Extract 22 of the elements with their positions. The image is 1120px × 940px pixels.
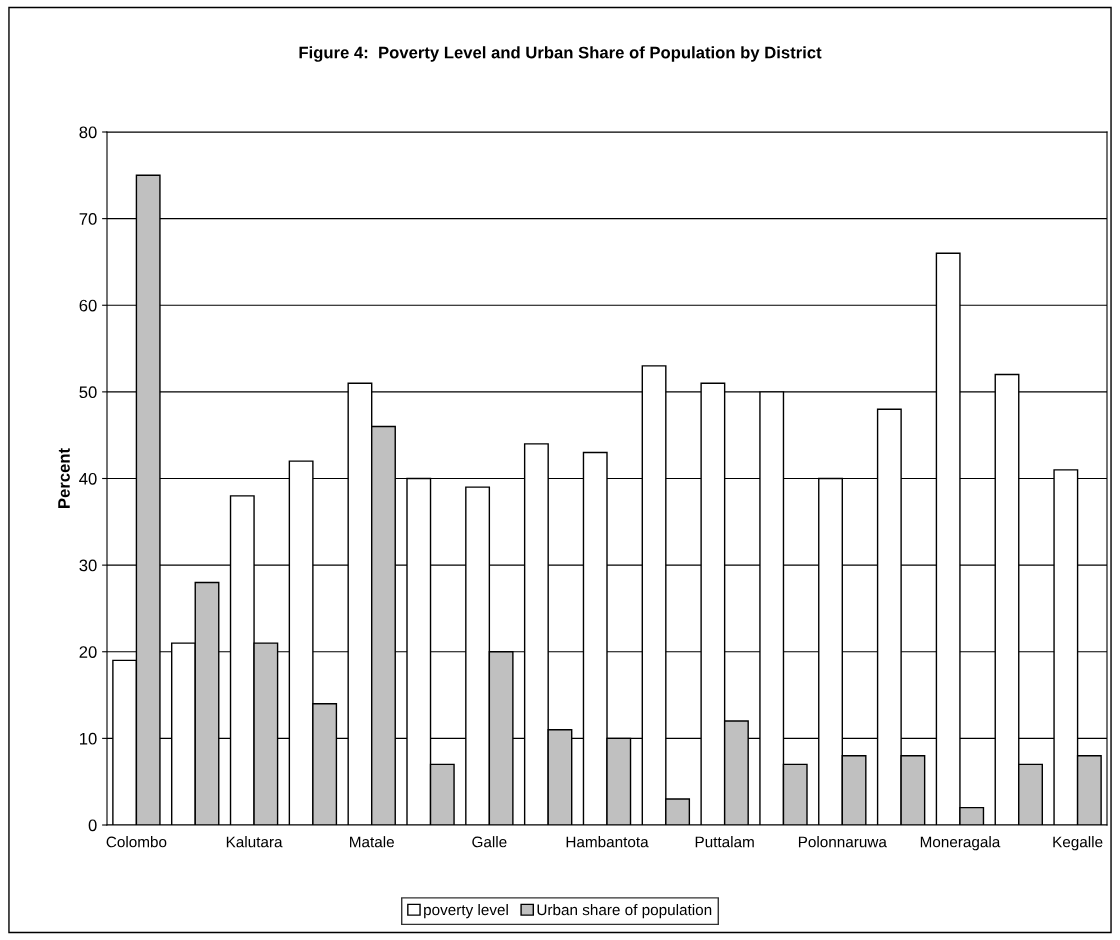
y-tick-label: 50 xyxy=(79,386,97,399)
y-tick-label: 20 xyxy=(79,646,97,658)
x-tick-label: Moneragala xyxy=(920,836,1001,851)
x-tick-label: Hambantota xyxy=(566,836,649,848)
y-tick-label: 60 xyxy=(79,299,97,312)
x-tick-label: Polonnaruwa xyxy=(798,836,887,848)
legend-label: poverty level xyxy=(424,904,508,919)
legend-label: Urban share of population xyxy=(537,904,712,919)
y-tick-label: 30 xyxy=(79,559,97,572)
x-tick-label: Galle xyxy=(472,836,507,848)
x-tick-label: Puttalam xyxy=(695,836,754,848)
x-tick-label: Matale xyxy=(350,836,394,848)
y-tick-label: 40 xyxy=(79,472,97,485)
y-axis-title: Percent xyxy=(58,448,70,508)
y-tick-label: 70 xyxy=(79,213,97,225)
y-tick-label: 10 xyxy=(80,732,97,745)
x-tick-label: Kegalle xyxy=(1053,836,1103,851)
x-tick-label: Kalutara xyxy=(226,836,283,848)
x-tick-label: Colombo xyxy=(106,836,167,848)
y-tick-label: 80 xyxy=(79,126,97,139)
chart-title: Figure 4: Poverty Level and Urban Share of Population by District xyxy=(299,46,822,62)
y-tick-label: 0 xyxy=(88,819,97,832)
